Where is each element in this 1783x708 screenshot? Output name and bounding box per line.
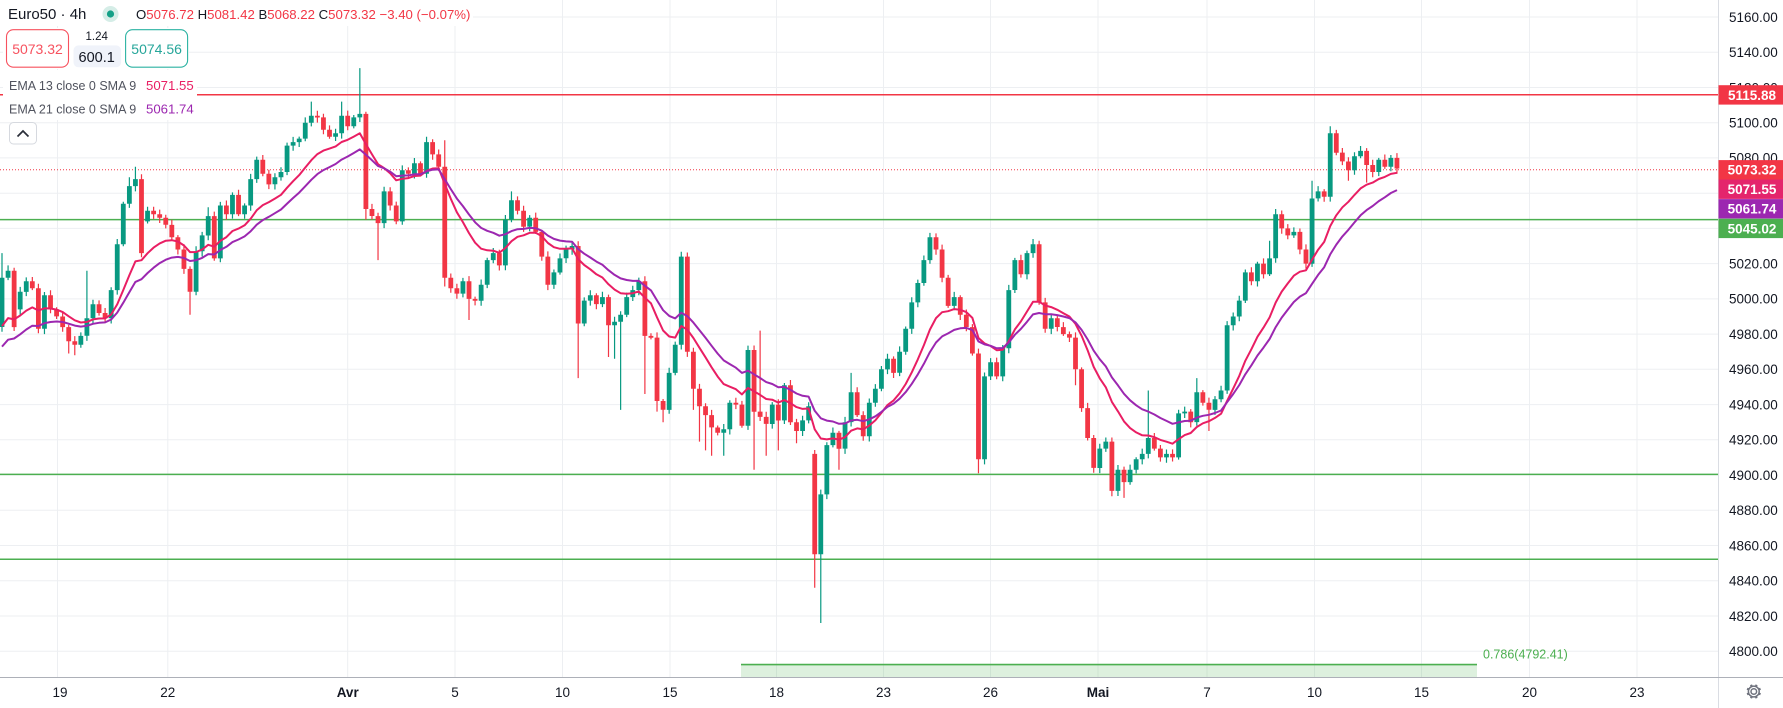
svg-text:26: 26: [983, 685, 998, 700]
svg-text:5071.55: 5071.55: [146, 78, 194, 93]
svg-text:4840.00: 4840.00: [1729, 574, 1778, 589]
svg-text:4900.00: 4900.00: [1729, 468, 1778, 483]
svg-text:5000.00: 5000.00: [1729, 292, 1778, 307]
svg-text:EMA 21 close 0 SMA 9: EMA 21 close 0 SMA 9: [9, 103, 136, 117]
svg-text:1.24: 1.24: [86, 31, 109, 43]
svg-text:5073.32: 5073.32: [1728, 163, 1777, 178]
svg-text:5115.88: 5115.88: [1728, 88, 1777, 103]
svg-text:5061.74: 5061.74: [146, 102, 194, 117]
svg-text:Mai: Mai: [1087, 685, 1110, 700]
svg-text:5160.00: 5160.00: [1729, 10, 1778, 25]
svg-text:10: 10: [1307, 685, 1322, 700]
svg-text:5140.00: 5140.00: [1729, 45, 1778, 60]
svg-text:4940.00: 4940.00: [1729, 397, 1778, 412]
svg-text:4980.00: 4980.00: [1729, 327, 1778, 342]
svg-text:5074.56: 5074.56: [131, 41, 182, 57]
svg-text:23: 23: [876, 685, 891, 700]
svg-text:4800.00: 4800.00: [1729, 644, 1778, 659]
svg-text:5: 5: [451, 685, 459, 700]
svg-text:EMA 13 close 0 SMA 9: EMA 13 close 0 SMA 9: [9, 79, 136, 93]
svg-text:20: 20: [1522, 685, 1537, 700]
svg-text:18: 18: [769, 685, 784, 700]
svg-text:0.786(4792.41): 0.786(4792.41): [1483, 648, 1568, 662]
svg-text:4860.00: 4860.00: [1729, 538, 1778, 553]
svg-text:10: 10: [555, 685, 570, 700]
svg-text:4880.00: 4880.00: [1729, 503, 1778, 518]
svg-text:22: 22: [160, 685, 175, 700]
svg-text:5020.00: 5020.00: [1729, 256, 1778, 271]
svg-text:5045.02: 5045.02: [1728, 221, 1777, 236]
svg-text:O5076.72 H5081.42 B5068.22 C50: O5076.72 H5081.42 B5068.22 C5073.32 −3.4…: [136, 7, 470, 22]
svg-text:4920.00: 4920.00: [1729, 433, 1778, 448]
svg-text:5100.00: 5100.00: [1729, 116, 1778, 131]
svg-text:15: 15: [1414, 685, 1429, 700]
svg-text:5071.55: 5071.55: [1728, 182, 1777, 197]
svg-text:7: 7: [1203, 685, 1211, 700]
svg-text:19: 19: [52, 685, 67, 700]
svg-text:5061.74: 5061.74: [1728, 202, 1777, 217]
svg-text:Euro50 · 4h: Euro50 · 4h: [8, 6, 86, 23]
svg-text:4960.00: 4960.00: [1729, 362, 1778, 377]
svg-text:4820.00: 4820.00: [1729, 609, 1778, 624]
svg-text:23: 23: [1629, 685, 1644, 700]
svg-text:600.1: 600.1: [79, 50, 115, 66]
svg-text:Avr: Avr: [337, 685, 360, 700]
svg-text:5073.32: 5073.32: [12, 41, 63, 57]
svg-text:15: 15: [662, 685, 677, 700]
